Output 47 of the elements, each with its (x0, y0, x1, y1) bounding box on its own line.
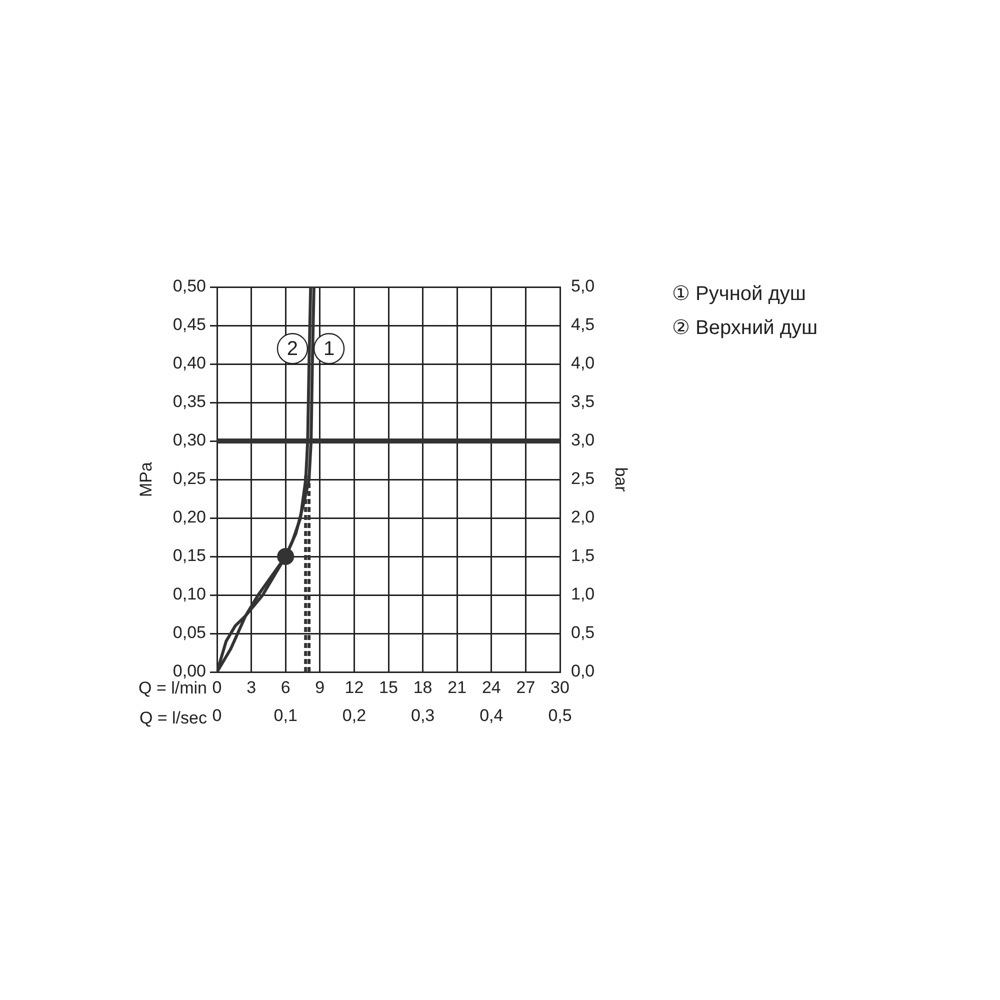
y2-tick-label: 4,5 (571, 315, 595, 334)
x2-tick-label: 0,4 (480, 706, 504, 725)
x-tick-label: 27 (516, 678, 536, 697)
x-tick-label: 30 (550, 678, 570, 697)
text: ① Ручной душ (672, 282, 807, 307)
x2-tick-label: 0,2 (342, 706, 366, 725)
y-tick-label: 0,10 (172, 584, 206, 604)
x-tick-label: 15 (379, 678, 398, 697)
y-tick-label: 0,05 (172, 623, 206, 642)
x-tick-label: 3 (246, 678, 256, 697)
y-tick-label: 0,35 (172, 392, 206, 412)
y-tick-label: 0,00 (172, 662, 206, 681)
text: ② Верхний душ (672, 316, 818, 341)
y-tick-label: 0,15 (172, 546, 206, 566)
x-tick-label: 24 (482, 678, 501, 697)
y-axis-title: MPa (136, 461, 156, 497)
y2-tick-label: 0,5 (571, 623, 595, 642)
y2-tick-label: 2,0 (571, 508, 595, 527)
x2-tick-label: 0,5 (548, 706, 572, 725)
y2-tick-label: 4,0 (571, 354, 595, 373)
y-tick-label: 0,50 (172, 276, 206, 296)
x-tick-label: 9 (315, 678, 325, 697)
x-axis-title: Q = l/min (138, 678, 207, 698)
y-tick-label: 0,45 (172, 315, 206, 334)
annotation: 1 (323, 338, 335, 360)
y2-tick-label: 3,5 (571, 392, 595, 412)
x2-tick-label: 0 (212, 706, 222, 725)
y2-tick-label: 1,0 (571, 584, 595, 604)
y2-tick-label: 5,0 (571, 276, 595, 296)
x2-tick-label: 0,3 (410, 706, 435, 725)
y2-tick-label: 1,5 (571, 546, 595, 566)
y-tick-label: 0,20 (172, 508, 206, 527)
x-tick-label: 6 (280, 678, 290, 697)
x-tick-label: 0 (212, 678, 222, 697)
x-tick-label: 12 (344, 678, 364, 697)
y2-tick-label: 3,0 (571, 430, 595, 450)
x2-axis-title: Q = l/sec (139, 708, 208, 728)
y-tick-label: 0,25 (172, 469, 206, 488)
x2-tick-label: 0,1 (274, 706, 298, 725)
y2-axis-title: bar (611, 467, 630, 492)
annotation: 2 (286, 338, 298, 360)
y2-tick-label: 0,0 (571, 662, 595, 681)
y-tick-label: 0,30 (172, 430, 206, 450)
y-tick-label: 0,40 (172, 354, 206, 373)
x-tick-label: 18 (413, 678, 432, 697)
x-tick-label: 21 (448, 678, 467, 697)
y2-tick-label: 2,5 (571, 469, 595, 488)
